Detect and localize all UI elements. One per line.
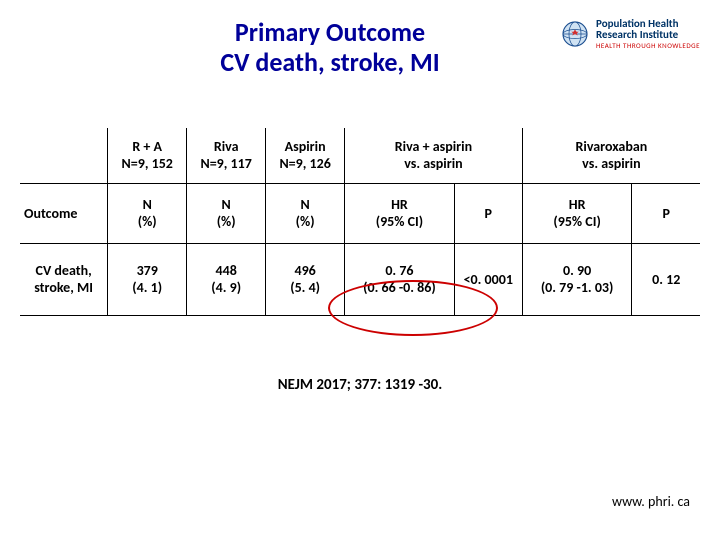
cell-hr-0: 0. 76(0. 66 -0. 86) [345,243,455,315]
sub-hr-1: HR(95% CI) [522,183,632,243]
logo: Population Health Research Institute HEA… [560,18,700,49]
sub-hr-0: HR(95% CI) [345,183,455,243]
row-label: CV death,stroke, MI [20,243,108,315]
sub-p-1: P [632,183,700,243]
outcome-label: Outcome [20,183,108,243]
logo-line-2: Research Institute [596,29,700,40]
comparison-header-0: Riva + aspirinvs. aspirin [345,128,523,184]
sub-npct-0: N(%) [108,183,187,243]
cell-arm-1: 448(4. 9) [187,243,266,315]
logo-tagline: HEALTH THROUGH KNOWLEDGE [596,42,700,49]
cell-p-1: 0. 12 [632,243,700,315]
outcome-table: R + AN=9, 152 RivaN=9, 117 AspirinN=9, 1… [20,128,700,316]
sub-npct-1: N(%) [187,183,266,243]
arm-header-1: RivaN=9, 117 [187,128,266,184]
title-line-2: CV death, stroke, MI [220,46,439,78]
arm-header-0: R + AN=9, 152 [108,128,187,184]
title-line-1: Primary Outcome [235,16,425,48]
sub-p-0: P [454,183,522,243]
cell-arm-2: 496(5. 4) [266,243,345,315]
globe-icon [560,19,590,49]
page-title: Primary Outcome CV death, stroke, MI [100,18,560,78]
sub-npct-2: N(%) [266,183,345,243]
cell-p-0: <0. 0001 [454,243,522,315]
header-blank [20,128,108,184]
cell-hr-1: 0. 90(0. 79 -1. 03) [522,243,632,315]
comparison-header-1: Rivaroxabanvs. aspirin [522,128,700,184]
cell-arm-0: 379(4. 1) [108,243,187,315]
arm-header-2: AspirinN=9, 126 [266,128,345,184]
footer-link: www. phri. ca [612,493,690,510]
citation: NEJM 2017; 377: 1319 -30. [0,376,720,394]
